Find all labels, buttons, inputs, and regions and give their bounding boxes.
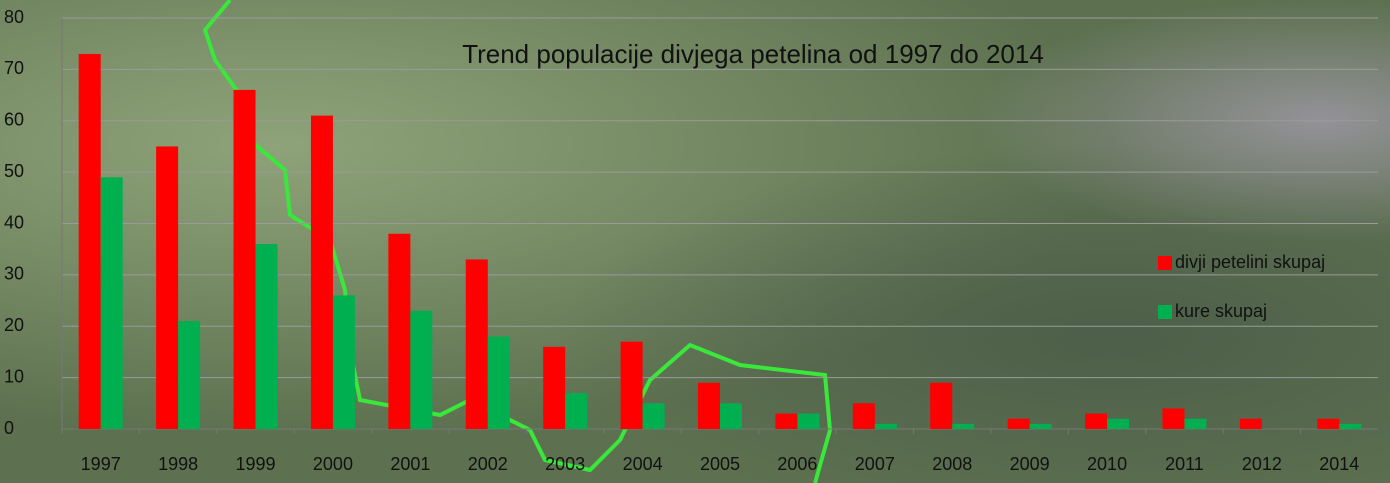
x-tick-label: 2012 <box>1242 454 1282 474</box>
legend-label: divji petelini skupaj <box>1175 252 1325 272</box>
x-tick-label: 2002 <box>468 454 508 474</box>
x-tick-label: 2008 <box>932 454 972 474</box>
bar <box>1240 419 1262 429</box>
bar <box>543 347 565 429</box>
bar <box>488 337 510 429</box>
bar <box>775 414 797 429</box>
chart-title: Trend populacije divjega petelina od 199… <box>462 39 1044 69</box>
bar <box>234 90 256 429</box>
x-tick-label: 2011 <box>1165 454 1204 474</box>
bar <box>1317 419 1339 429</box>
y-tick-label: 50 <box>4 161 24 181</box>
bar <box>1162 408 1184 429</box>
bar <box>410 311 432 429</box>
bar <box>875 424 897 429</box>
x-tick-label: 1997 <box>81 454 121 474</box>
x-tick-label: 2009 <box>1010 454 1050 474</box>
bar <box>1008 419 1030 429</box>
x-tick-label: 1998 <box>158 454 198 474</box>
bar <box>698 383 720 429</box>
bar <box>1184 419 1206 429</box>
bar <box>1107 419 1129 429</box>
bar <box>1085 414 1107 429</box>
bar <box>311 116 333 429</box>
legend-swatch <box>1158 305 1172 319</box>
bar <box>720 403 742 429</box>
bar <box>565 393 587 429</box>
bar <box>466 259 488 429</box>
bar <box>952 424 974 429</box>
x-tick-label: 2000 <box>313 454 353 474</box>
y-tick-label: 0 <box>4 418 14 438</box>
chart: Trend populacije divjega petelina od 199… <box>0 0 1390 483</box>
bar <box>643 403 665 429</box>
x-tick-label: 2010 <box>1087 454 1127 474</box>
y-tick-label: 20 <box>4 315 24 335</box>
legend-label: kure skupaj <box>1175 301 1267 321</box>
bar <box>1030 424 1052 429</box>
y-tick-label: 40 <box>4 212 24 232</box>
y-tick-label: 70 <box>4 58 24 78</box>
bar <box>1339 424 1361 429</box>
y-tick-label: 30 <box>4 264 24 284</box>
x-tick-label: 2003 <box>545 454 585 474</box>
bar <box>388 234 410 429</box>
x-tick-label: 1999 <box>236 454 276 474</box>
y-tick-label: 80 <box>4 7 24 27</box>
y-tick-label: 60 <box>4 110 24 130</box>
x-tick-label: 2014 <box>1319 454 1359 474</box>
bar <box>333 295 355 429</box>
x-tick-label: 2005 <box>700 454 740 474</box>
bar <box>79 54 101 429</box>
legend-swatch <box>1158 256 1172 270</box>
bar <box>101 177 123 429</box>
bar <box>178 321 200 429</box>
bar <box>930 383 952 429</box>
bar <box>621 342 643 429</box>
bar <box>853 403 875 429</box>
x-tick-label: 2004 <box>623 454 663 474</box>
bar <box>156 146 178 429</box>
page: Trend populacije divjega petelina od 199… <box>0 0 1390 483</box>
x-tick-label: 2007 <box>855 454 895 474</box>
bar <box>797 414 819 429</box>
y-tick-label: 10 <box>4 366 24 386</box>
bar <box>256 244 278 429</box>
x-tick-label: 2001 <box>390 454 430 474</box>
x-tick-label: 2006 <box>777 454 817 474</box>
